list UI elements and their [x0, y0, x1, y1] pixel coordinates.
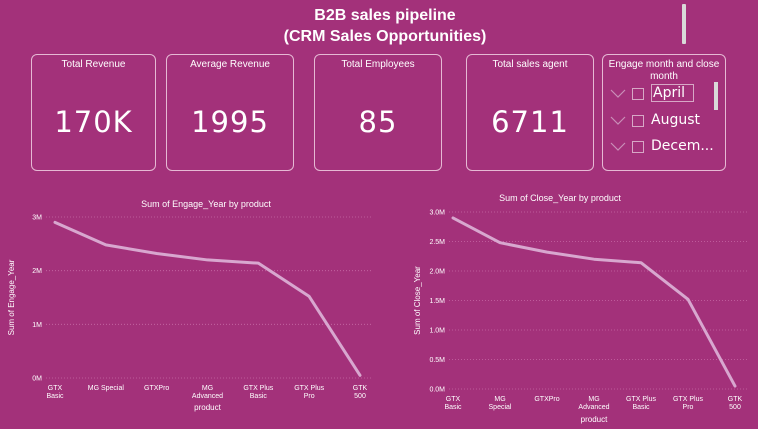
x-tick-label: Pro: [304, 393, 315, 400]
x-tick-label: Advanced: [578, 404, 609, 411]
chart-title: Sum of Engage_Year by product: [141, 199, 271, 209]
y-tick-label: 2M: [32, 268, 42, 275]
chevron-down-icon[interactable]: [610, 113, 626, 129]
card-value: 170K: [54, 105, 133, 139]
series-line: [53, 220, 362, 377]
y-tick-label: 1M: [32, 322, 42, 329]
average-revenue-card: Average Revenue 1995: [166, 54, 294, 171]
x-tick-label: GTXPro: [534, 396, 559, 403]
data-point: [687, 298, 689, 301]
y-axis-label: Sum of Close_Year: [413, 266, 422, 335]
x-tick-label: MG: [588, 396, 599, 403]
x-tick-label: GTX Plus: [294, 385, 324, 392]
card-label: Total Revenue: [61, 59, 126, 70]
y-axis-label: Sum of Engage_Year: [7, 259, 16, 335]
month-slicer: Engage month and close month: [602, 54, 726, 171]
data-point: [546, 251, 548, 253]
y-tick-label: 2.5M: [429, 239, 445, 246]
x-tick-label: GTK: [353, 385, 368, 392]
y-tick-label: 0M: [32, 376, 42, 383]
total-employees-card: Total Employees 85: [314, 54, 442, 171]
total-revenue-card: Total Revenue 170K: [31, 54, 156, 171]
card-label: Average Revenue: [190, 59, 270, 70]
slicer-item-label: April: [651, 84, 694, 102]
data-point: [105, 244, 107, 246]
x-tick-label: MG Special: [88, 385, 125, 392]
checkbox[interactable]: [632, 88, 644, 100]
data-point: [640, 261, 642, 264]
slicer-title: Engage month and close month: [608, 59, 720, 82]
x-tick-label: GTX Plus: [243, 385, 273, 392]
x-tick-label: GTX: [48, 385, 63, 392]
chart-title: Sum of Close_Year by product: [499, 193, 621, 203]
data-point: [499, 241, 501, 244]
x-axis-label: product: [194, 403, 221, 412]
data-point: [308, 295, 310, 298]
y-tick-label: 3.0M: [429, 210, 445, 217]
x-tick-label: Pro: [683, 404, 694, 411]
slicer-scrollbar[interactable]: [714, 82, 718, 110]
slicer-item-august[interactable]: August: [610, 111, 722, 135]
x-tick-label: MG: [494, 396, 505, 403]
card-value: 85: [358, 105, 398, 139]
total-sales-agent-card: Total sales agent 6711: [466, 54, 594, 171]
data-point: [452, 217, 454, 219]
x-axis-label: product: [581, 415, 608, 424]
y-tick-label: 2.0M: [429, 269, 445, 276]
page-title: B2B sales pipeline (CRM Sales Opportunit…: [250, 5, 520, 47]
x-tick-label: Basic: [444, 404, 462, 411]
data-point: [155, 252, 158, 255]
slicer-item-december[interactable]: Decem...: [610, 137, 722, 161]
page-scrollbar[interactable]: [682, 4, 686, 44]
data-point: [359, 374, 361, 377]
chevron-down-icon[interactable]: [610, 86, 626, 102]
x-tick-label: GTK: [728, 396, 743, 403]
data-point: [206, 259, 209, 261]
card-label: Total Employees: [341, 59, 415, 70]
x-tick-label: Basic: [46, 393, 64, 400]
page-title-line1: B2B sales pipeline: [314, 7, 456, 24]
x-tick-label: 500: [729, 404, 741, 411]
x-tick-label: GTX Plus: [626, 396, 656, 403]
x-tick-label: 500: [354, 393, 366, 400]
checkbox[interactable]: [632, 115, 644, 127]
slicer-item-label: Decem...: [651, 138, 714, 154]
y-tick-label: 1.0M: [429, 328, 445, 335]
data-point: [593, 258, 595, 261]
y-tick-label: 1.5M: [429, 298, 445, 305]
data-point: [734, 385, 736, 387]
slicer-item-april[interactable]: April: [610, 84, 722, 108]
x-tick-label: GTX Plus: [673, 396, 703, 403]
x-tick-label: Advanced: [192, 393, 223, 400]
y-tick-label: 0.0M: [429, 387, 445, 394]
data-point: [257, 262, 260, 264]
x-tick-label: Basic: [250, 393, 268, 400]
y-tick-label: 0.5M: [429, 357, 445, 364]
x-tick-label: MG: [202, 385, 213, 392]
page-title-line2: (CRM Sales Opportunities): [283, 28, 487, 45]
series-line: [451, 216, 737, 388]
card-value: 1995: [191, 105, 269, 139]
x-tick-label: GTXPro: [144, 385, 169, 392]
card-label: Total sales agent: [492, 59, 568, 70]
x-tick-label: Special: [489, 404, 512, 411]
checkbox[interactable]: [632, 141, 644, 153]
data-point: [54, 221, 56, 224]
y-tick-label: 3M: [32, 215, 42, 222]
x-tick-label: Basic: [632, 404, 650, 411]
chevron-down-icon[interactable]: [610, 139, 626, 155]
x-tick-label: GTX: [446, 396, 461, 403]
card-value: 6711: [491, 105, 569, 139]
slicer-item-label: August: [651, 112, 700, 128]
